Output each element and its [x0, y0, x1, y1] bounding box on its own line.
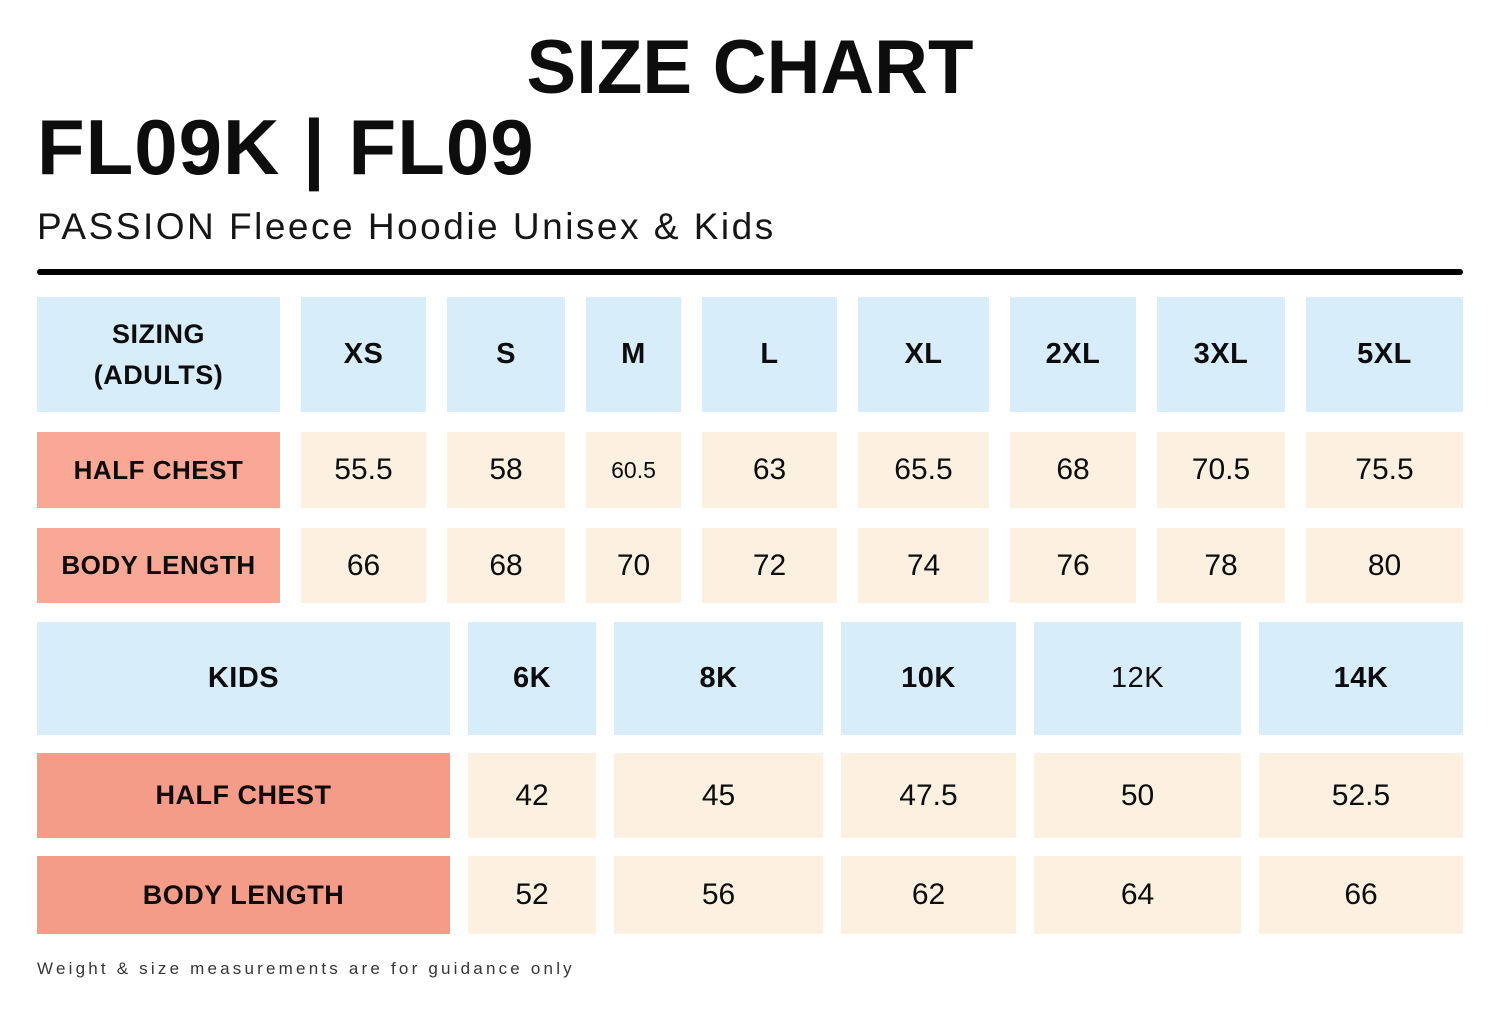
- kids-half-chest-12k: 50: [1034, 753, 1241, 839]
- product-code: FL09K | FL09: [37, 103, 535, 192]
- divider-line: [37, 269, 1463, 276]
- kids-header-8k: 8K: [614, 622, 823, 736]
- adults-header-m: M: [586, 297, 681, 413]
- adults-body-length-5xl: 80: [1306, 528, 1463, 604]
- adults-body-length-xl: 74: [858, 528, 989, 604]
- guidance-footnote: Weight & size measurements are for guida…: [37, 959, 575, 979]
- adults-half-chest-2xl: 68: [1010, 432, 1136, 509]
- adults-body-length-m: 70: [586, 528, 681, 604]
- adults-half-chest-m: 60.5: [586, 432, 681, 509]
- adults-half-chest-3xl: 70.5: [1157, 432, 1285, 509]
- adults-header-5xl: 5XL: [1306, 297, 1463, 413]
- kids-header-10k: 10K: [841, 622, 1016, 736]
- kids-body-length-label: BODY LENGTH: [37, 856, 450, 935]
- kids-half-chest-10k: 47.5: [841, 753, 1016, 839]
- adults-body-length-xs: 66: [301, 528, 426, 604]
- product-name: PASSION Fleece Hoodie Unisex & Kids: [37, 206, 776, 248]
- kids-half-chest-label: HALF CHEST: [37, 753, 450, 839]
- adults-header-2xl: 2XL: [1010, 297, 1136, 413]
- kids-body-length-12k: 64: [1034, 856, 1241, 935]
- kids-half-chest-14k: 52.5: [1259, 753, 1463, 839]
- kids-header-14k: 14K: [1259, 622, 1463, 736]
- page-title: SIZE CHART: [526, 25, 974, 110]
- kids-half-chest-6k: 42: [468, 753, 596, 839]
- adults-header-l: L: [702, 297, 837, 413]
- kids-header-6k: 6K: [468, 622, 596, 736]
- adults-body-length-2xl: 76: [1010, 528, 1136, 604]
- adults-body-length-label: BODY LENGTH: [37, 528, 280, 604]
- kids-size-table: KIDS 6K 8K 10K 12K 14K HALF CHEST 42 45 …: [37, 622, 1463, 935]
- kids-body-length-14k: 66: [1259, 856, 1463, 935]
- kids-body-length-10k: 62: [841, 856, 1016, 935]
- kids-header-kids: KIDS: [37, 622, 450, 736]
- kids-header-12k: 12K: [1034, 622, 1241, 736]
- adults-header-xs: XS: [301, 297, 426, 413]
- adults-header-sizing-label: SIZING (ADULTS): [93, 319, 224, 390]
- adults-half-chest-label: HALF CHEST: [37, 432, 280, 509]
- adults-header-xl: XL: [858, 297, 989, 413]
- adults-body-length-3xl: 78: [1157, 528, 1285, 604]
- kids-half-chest-8k: 45: [614, 753, 823, 839]
- adults-half-chest-s: 58: [447, 432, 565, 509]
- adults-size-table: SIZING (ADULTS) XS S M L XL 2XL 3XL 5XL …: [37, 297, 1463, 604]
- adults-header-3xl: 3XL: [1157, 297, 1285, 413]
- adults-header-s: S: [447, 297, 565, 413]
- adults-half-chest-xl: 65.5: [858, 432, 989, 509]
- size-chart-page: SIZE CHART FL09K | FL09 PASSION Fleece H…: [0, 25, 1500, 979]
- kids-body-length-8k: 56: [614, 856, 823, 935]
- adults-body-length-s: 68: [447, 528, 565, 604]
- adults-half-chest-xs: 55.5: [301, 432, 426, 509]
- adults-half-chest-l: 63: [702, 432, 837, 509]
- adults-header-sizing: SIZING (ADULTS): [37, 297, 280, 413]
- adults-half-chest-5xl: 75.5: [1306, 432, 1463, 509]
- kids-body-length-6k: 52: [468, 856, 596, 935]
- adults-body-length-l: 72: [702, 528, 837, 604]
